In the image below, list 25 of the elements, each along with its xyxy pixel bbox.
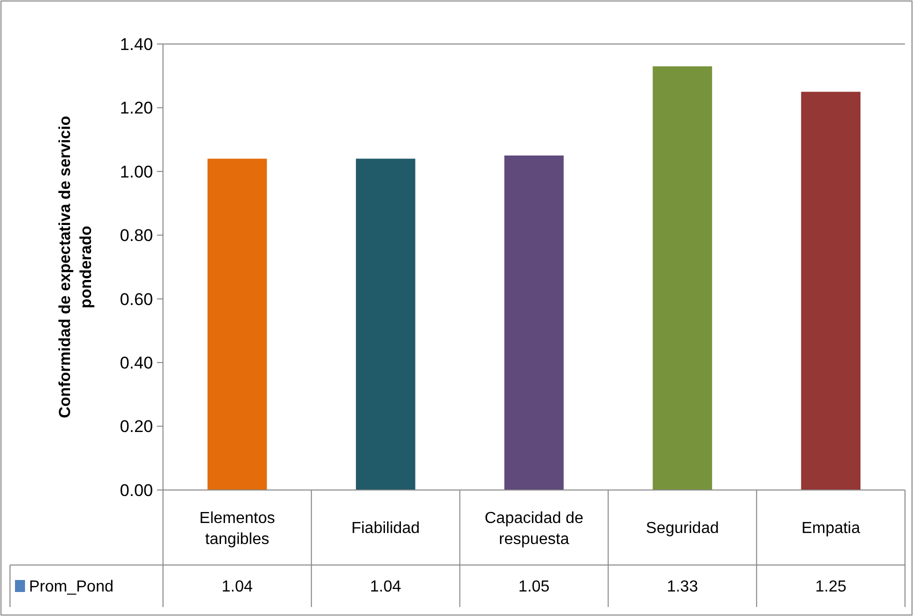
y-tick-label: 0.60 (120, 290, 153, 309)
y-tick-label: 0.00 (120, 480, 153, 500)
y-tick-label: 1.00 (120, 162, 153, 182)
y-axis-title: Conformidad de expectativa de servicio ponderado (57, 116, 95, 418)
y-tick-label: 1.40 (120, 34, 153, 54)
y-tick-label: 0.20 (120, 417, 153, 436)
bar (356, 158, 416, 490)
y-tick-label: 0.80 (120, 226, 153, 246)
bar (801, 92, 860, 490)
text: Prom_Pond (29, 578, 114, 596)
x-tick-label: Empatia (801, 520, 860, 538)
bar (208, 158, 267, 490)
x-tick-label: Fiabilidad (351, 520, 420, 538)
bar (504, 156, 564, 490)
data-label: 1.25 (815, 578, 846, 596)
data-label: 1.33 (666, 578, 698, 596)
y-tick-label: 1.20 (120, 98, 153, 118)
x-tick-label: Elementos tangibles (199, 510, 275, 548)
x-tick-label: Capacidad de respuesta (484, 510, 584, 548)
data-label: 1.04 (370, 578, 402, 596)
bar (652, 66, 712, 490)
data-label: 1.04 (222, 578, 253, 596)
data-label: 1.05 (518, 578, 550, 596)
y-tick-label: 0.40 (120, 354, 153, 373)
x-tick-label: Seguridad (646, 520, 719, 538)
